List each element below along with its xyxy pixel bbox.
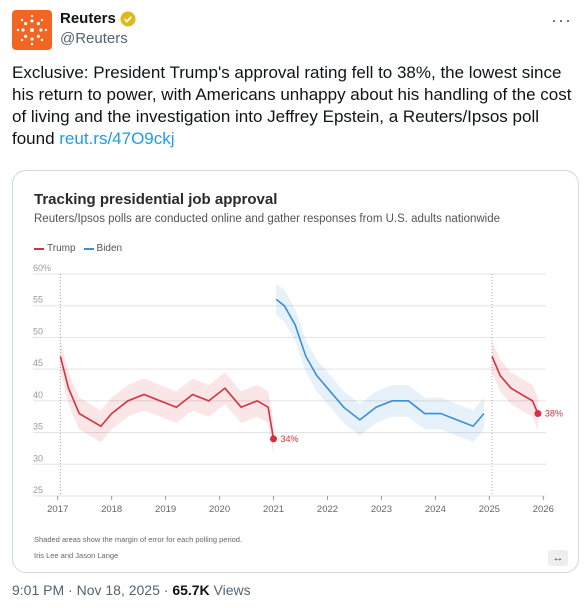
margin-of-error-band <box>60 340 274 455</box>
x-tick-label: 2017 <box>47 504 68 515</box>
legend-trump: Trump <box>34 243 76 254</box>
chart-byline: Iris Lee and Jason Lange <box>34 551 119 560</box>
y-tick-label: 40 <box>33 390 43 400</box>
x-tick-label: 2025 <box>479 504 500 515</box>
tweet-meta: 9:01 PM · Nov 18, 2025 · 65.7K Views <box>12 582 251 598</box>
chart-card[interactable]: 60% 55 50 45 40 35 30 25 2017 2018 2019 2020 2021 202… <box>12 170 579 573</box>
y-tick-label: 45 <box>33 358 43 368</box>
views-label: Views <box>209 582 251 598</box>
x-tick-label: 2022 <box>317 504 338 515</box>
reuters-logo-icon <box>16 14 48 46</box>
tweet-header: Reuters @Reuters ··· <box>12 8 574 52</box>
tweet-body: Exclusive: President Trump's approval ra… <box>12 63 572 148</box>
series-line <box>59 356 275 440</box>
x-tick-label: 2018 <box>101 504 122 515</box>
legend-label-trump: Trump <box>47 243 76 254</box>
legend-biden: Biden <box>83 243 123 254</box>
series-end-point <box>270 435 278 443</box>
legend-label-biden: Biden <box>96 243 123 254</box>
x-tick-label: 2026 <box>533 504 554 515</box>
chart-footnote: Shaded areas show the margin of error fo… <box>34 535 243 544</box>
legend-swatch-trump <box>34 247 44 250</box>
expand-icon[interactable]: ↔ <box>548 550 568 566</box>
tweet-link[interactable]: reut.rs/47O9ckj <box>59 129 175 148</box>
verified-badge-icon <box>120 11 136 26</box>
series-end-label: 38% <box>545 409 563 419</box>
margin-of-error-band <box>276 283 484 443</box>
margin-of-error-band <box>492 340 538 430</box>
series-line <box>275 298 485 428</box>
author-name-row: Reuters <box>60 10 136 27</box>
chart-subtitle: Reuters/Ipsos polls are conducted online… <box>34 213 501 225</box>
x-tick-label: 2019 <box>155 504 176 515</box>
y-tick-label: 60% <box>33 263 51 273</box>
x-tick-label: 2024 <box>425 504 446 515</box>
avatar[interactable] <box>12 10 52 50</box>
y-tick-label: 30 <box>33 453 43 463</box>
author-handle[interactable]: @Reuters <box>60 30 128 47</box>
chart-title: Tracking presidential job approval <box>34 191 278 208</box>
more-options-icon[interactable]: ··· <box>551 10 572 30</box>
approval-chart: 60% 55 50 45 40 35 30 25 2017 2018 2019 2020 2021 202… <box>33 263 563 515</box>
x-tick-label: 2023 <box>371 504 392 515</box>
series-end-label: 34% <box>281 434 299 444</box>
author-name[interactable]: Reuters <box>60 10 116 27</box>
y-tick-label: 55 <box>33 295 43 305</box>
views-count: 65.7K <box>172 582 210 598</box>
x-tick-label: 2021 <box>263 504 284 515</box>
y-tick-label: 35 <box>33 422 43 432</box>
series-end-point <box>534 410 542 418</box>
series-line <box>491 356 539 414</box>
tweet-time[interactable]: 9:01 PM · Nov 18, 2025 · <box>12 582 173 598</box>
x-tick-label: 2020 <box>209 504 230 515</box>
tweet-text: Exclusive: President Trump's approval ra… <box>12 62 578 150</box>
chart-legend: Trump Biden <box>34 243 122 254</box>
y-tick-label: 50 <box>33 326 43 336</box>
y-tick-label: 25 <box>33 485 43 495</box>
legend-swatch-biden <box>83 247 94 250</box>
